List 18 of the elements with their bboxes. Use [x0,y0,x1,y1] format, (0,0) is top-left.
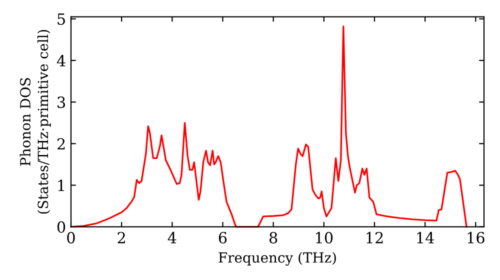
x-tick-label: 10 [316,232,333,244]
x-axis-title: Frequency (THz) [218,252,336,266]
y-tick-label: 0 [57,221,66,233]
x-tick-label: 2 [118,232,125,244]
y-tick-label: 4 [56,54,66,66]
y-tick-label: 3 [58,96,66,108]
y-tick-label: 1 [58,180,64,192]
y-tick-label: 5 [58,14,65,25]
y-axis-title: Phonon DOS (States/THz·primitive cell) [20,30,51,214]
x-tick-label: 0 [67,232,75,244]
x-tick-label: 4 [168,232,176,244]
x-tick-label: 16 [468,232,484,244]
x-tick-label: 12 [366,232,383,244]
x-tick-label: 8 [269,232,278,244]
y-tick-label: 2 [57,138,65,150]
line-series [70,26,468,228]
x-tick-label: 14 [417,232,434,244]
x-tick-label: 6 [218,232,227,244]
